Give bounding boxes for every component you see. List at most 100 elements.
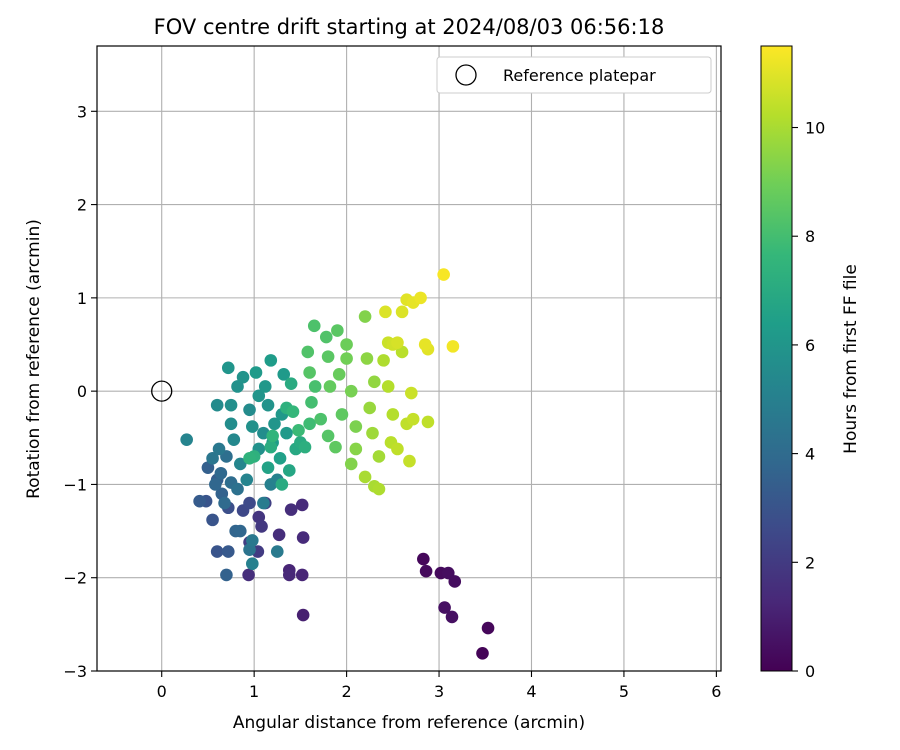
scatter-point: [264, 440, 278, 454]
scatter-point: [438, 601, 451, 614]
scatter-point: [395, 345, 409, 359]
x-tick-label: 6: [711, 682, 721, 701]
scatter-point: [476, 646, 489, 660]
scatter-point: [243, 452, 256, 465]
scatter-point: [201, 461, 215, 474]
scatter-point: [206, 513, 219, 527]
scatter-point: [242, 568, 255, 582]
y-axis-ticks: −3 −2 −1 0 1 2 3: [63, 102, 97, 681]
scatter-point: [335, 408, 349, 421]
y-axis-label: Rotation from reference (arcmin): [24, 219, 44, 499]
colorbar: 0 2 4 6 8 10 Hours from first FF file: [760, 45, 861, 681]
scatter-point: [233, 457, 247, 471]
scatter-point: [372, 450, 386, 463]
scatter-point: [209, 478, 222, 491]
scatter-point: [445, 610, 459, 624]
scatter-point: [275, 478, 289, 491]
scatter-point: [218, 496, 231, 510]
reference-marker: [151, 380, 173, 402]
scatter-point: [379, 305, 392, 319]
legend: Reference platepar: [436, 56, 712, 94]
scatter-point: [349, 442, 363, 456]
scatter-point: [372, 482, 386, 496]
scatter-point: [305, 396, 318, 409]
scatter-point: [319, 330, 333, 344]
scatter-point: [295, 568, 309, 582]
x-tick-label: 1: [249, 682, 259, 701]
x-tick-label: 0: [157, 682, 167, 701]
scatter-point: [261, 461, 275, 474]
scatter-point: [419, 564, 433, 578]
scatter-point: [212, 442, 226, 456]
scatter-point: [295, 498, 309, 512]
scatter-point: [282, 568, 296, 582]
scatter-point: [224, 417, 238, 431]
scatter-point: [286, 405, 300, 418]
scatter-point: [448, 575, 462, 588]
scatter-point: [270, 545, 284, 558]
scatter-point: [340, 338, 353, 351]
scatter-point: [193, 494, 206, 508]
scatter-point: [272, 528, 286, 542]
scatter-point: [180, 433, 193, 446]
scatter-point: [266, 429, 279, 443]
scatter-point: [340, 352, 353, 365]
scatter-point: [414, 291, 427, 305]
scatter-point: [366, 426, 379, 440]
grid-lines: [97, 46, 721, 672]
scatter-point: [243, 403, 256, 417]
scatter-point: [331, 324, 344, 337]
scatter-point: [280, 426, 293, 440]
scatter-point: [277, 368, 291, 381]
scatter-point: [296, 608, 310, 622]
scatter-point: [298, 440, 312, 454]
y-tick-label: 3: [77, 102, 87, 121]
scatter-point: [236, 370, 250, 384]
scatter-point: [206, 452, 219, 465]
scatter-point: [282, 464, 296, 477]
legend-box: [436, 56, 712, 94]
scatter-point: [329, 440, 342, 454]
scatter-points: [151, 268, 495, 660]
scatter-point: [303, 366, 316, 379]
scatter-point: [391, 336, 404, 349]
scatter-point: [386, 408, 400, 421]
scatter-point: [406, 412, 420, 426]
scatter-point: [261, 398, 275, 412]
scatter-point: [344, 457, 358, 471]
scatter-point: [249, 366, 263, 379]
scatter-point: [220, 568, 233, 582]
scatter-point: [363, 401, 377, 415]
x-tick-label: 5: [619, 682, 629, 701]
scatter-point: [395, 305, 409, 319]
scatter-point: [381, 380, 395, 393]
scatter-point: [221, 361, 235, 375]
scatter-point: [446, 340, 460, 353]
scatter-point: [246, 420, 259, 433]
colorbar-tick-label: 10: [805, 119, 825, 138]
scatter-point: [314, 412, 328, 426]
colorbar-scale: [760, 45, 793, 672]
scatter-point: [233, 524, 247, 538]
y-tick-label: −1: [63, 475, 87, 494]
scatter-point: [257, 496, 270, 510]
scatter-point: [391, 442, 404, 456]
scatter-point: [344, 384, 358, 398]
scatter-point: [252, 389, 266, 403]
scatter-point: [321, 350, 335, 363]
scatter-point: [332, 368, 346, 381]
scatter-point: [264, 354, 278, 367]
scatter-point: [321, 429, 335, 443]
scatter-point: [284, 377, 298, 390]
colorbar-tick-label: 0: [805, 662, 815, 681]
scatter-point: [368, 375, 381, 389]
scatter-point: [224, 398, 238, 412]
scatter-point: [258, 380, 272, 393]
scatter-point: [403, 454, 416, 468]
x-axis-ticks: 0 1 2 3 4 5 6: [157, 671, 721, 701]
y-tick-label: −3: [63, 662, 87, 681]
y-tick-label: 2: [77, 196, 87, 215]
colorbar-label: Hours from first FF file: [841, 264, 861, 454]
scatter-point: [360, 352, 374, 365]
scatter-point: [210, 545, 224, 558]
